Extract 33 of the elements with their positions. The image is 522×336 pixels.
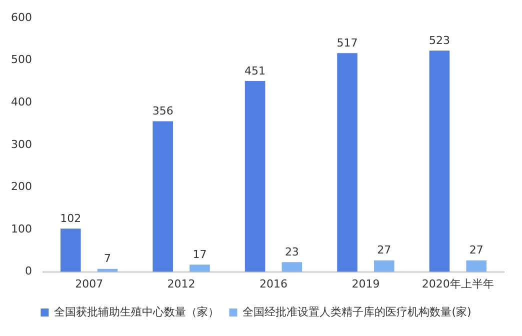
bar [466, 260, 486, 272]
y-tick-label: 200 [10, 180, 32, 194]
data-label: 27 [377, 244, 392, 257]
x-tick-label: 2020年上半年 [422, 277, 494, 290]
bar [60, 228, 81, 272]
data-label: 7 [104, 252, 112, 266]
data-label: 102 [60, 212, 82, 226]
bar [429, 50, 450, 272]
y-tick-label: 400 [10, 95, 32, 108]
legend-label: 全国经批准设置人类精子库的医疗机构数量(家) [242, 305, 472, 318]
bar [152, 121, 173, 272]
bar [337, 53, 358, 272]
data-label: 23 [284, 245, 299, 258]
bar [244, 81, 266, 272]
x-tick-label: 2012 [167, 277, 196, 290]
bar [374, 260, 394, 272]
bar [282, 262, 302, 272]
data-label: 356 [152, 104, 174, 118]
bar [190, 264, 210, 272]
data-label: 451 [244, 64, 266, 78]
legend-label: 全国获批辅助生殖中心数量（家） [54, 305, 220, 318]
data-label: 27 [469, 244, 484, 257]
y-tick-label: 600 [10, 10, 32, 24]
x-tick-label: 2019 [352, 277, 380, 290]
y-tick-label: 500 [10, 53, 32, 66]
y-tick-label: 100 [10, 222, 32, 236]
y-tick-label: 0 [24, 264, 32, 278]
data-label: 17 [192, 248, 207, 261]
data-label: 517 [336, 36, 358, 50]
data-label: 523 [428, 34, 450, 47]
x-tick-label: 2016 [260, 277, 288, 290]
y-tick-label: 300 [10, 138, 32, 151]
x-tick-label: 2007 [75, 277, 104, 290]
